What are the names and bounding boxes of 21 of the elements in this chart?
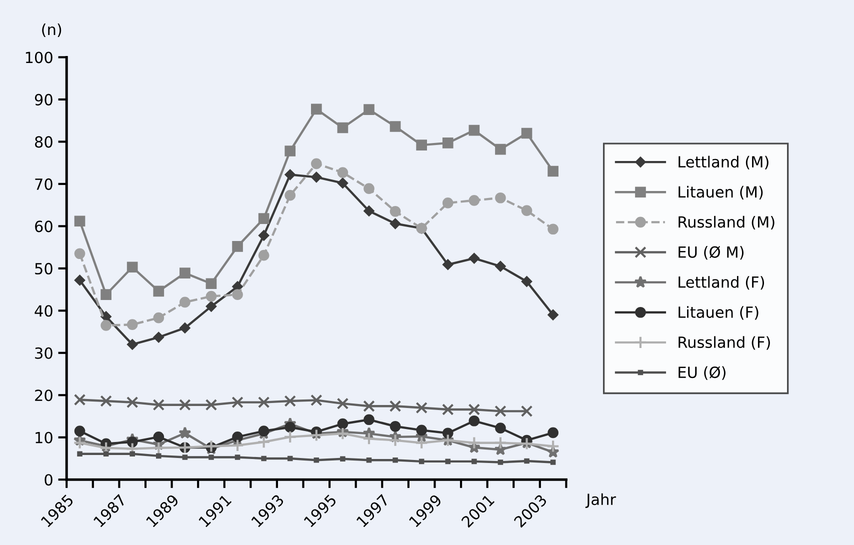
y-tick-label: 90	[34, 94, 52, 106]
y-tick-label: 70	[35, 178, 52, 190]
legend-label: Lettland (M)	[678, 156, 768, 170]
legend-label: Litauen (M)	[678, 186, 763, 200]
y-tick-label: 20	[35, 390, 52, 402]
y-tick-label: 60	[35, 220, 52, 232]
y-tick-label: 10	[36, 432, 52, 444]
y-tick-label: 50	[35, 262, 52, 274]
legend-label: Lettland (F)	[678, 276, 764, 290]
legend-label: Litauen (F)	[678, 306, 758, 320]
y-axis-title: (n)	[42, 23, 62, 38]
legend-label: Russland (M)	[678, 216, 774, 230]
legend-label: Russland (F)	[678, 336, 770, 350]
y-tick-label: 40	[34, 305, 52, 317]
y-tick-label: 100	[26, 52, 52, 64]
y-tick-label: 30	[35, 347, 52, 359]
y-tick-label: 0	[44, 474, 52, 486]
legend-label: EU (Ø M)	[678, 246, 744, 260]
x-axis-title: Jahr	[585, 493, 616, 508]
legend-label: EU (Ø)	[678, 366, 726, 380]
y-tick-label: 80	[35, 136, 52, 148]
